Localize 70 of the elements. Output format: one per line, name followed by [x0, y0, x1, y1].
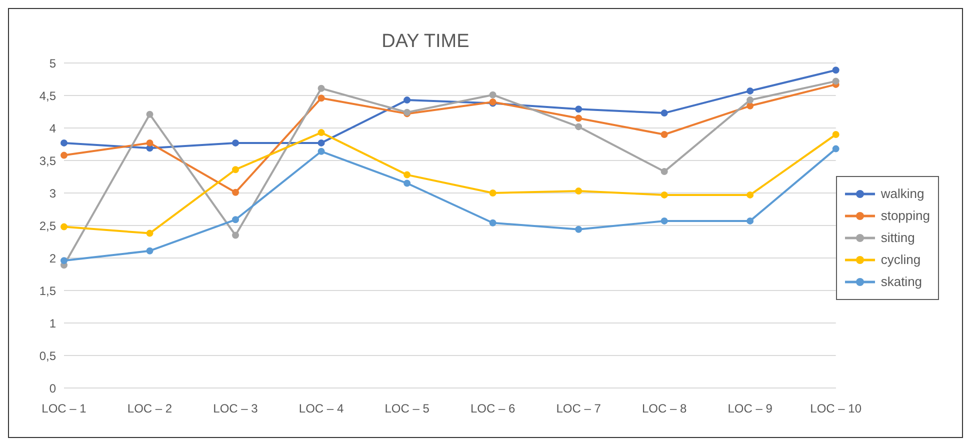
- x-tick-label: LOC – 7: [556, 402, 602, 416]
- point: [746, 191, 754, 198]
- x-tick-label: LOC – 10: [810, 402, 862, 416]
- point: [575, 188, 582, 195]
- point: [318, 139, 325, 146]
- point: [746, 87, 754, 94]
- x-tick-label: LOC – 1: [42, 402, 87, 416]
- point: [232, 232, 240, 239]
- x-tick-label: LOC – 3: [213, 402, 258, 416]
- legend-label: walking: [880, 185, 924, 203]
- point: [575, 114, 582, 122]
- point: [832, 131, 840, 138]
- point: [746, 102, 754, 110]
- x-tick-label: LOC – 9: [728, 402, 773, 416]
- point: [404, 171, 411, 178]
- y-tick-label: 4: [49, 121, 56, 136]
- legend-label: sitting: [880, 229, 915, 247]
- y-tick-label: 3,5: [39, 154, 56, 168]
- point: [232, 166, 240, 174]
- point: [575, 226, 582, 233]
- y-tick-label: 0: [49, 381, 56, 396]
- point: [489, 190, 496, 196]
- point: [404, 96, 411, 104]
- point: [60, 257, 68, 264]
- point: [60, 139, 68, 146]
- y-tick-label: 2: [49, 251, 56, 266]
- point: [318, 148, 325, 155]
- point: [489, 91, 496, 98]
- point: [660, 191, 668, 198]
- point: [60, 152, 68, 159]
- x-tick-label: LOC – 8: [642, 402, 687, 416]
- point: [146, 230, 154, 237]
- y-tick-label: 5: [49, 56, 56, 70]
- point: [318, 94, 325, 102]
- point: [660, 131, 668, 138]
- point: [660, 168, 668, 176]
- y-tick-label: 0,5: [39, 348, 56, 363]
- legend-label: skating: [880, 273, 922, 291]
- x-tick-label: LOC – 2: [127, 402, 172, 416]
- point: [832, 145, 840, 152]
- point: [575, 123, 582, 130]
- point: [832, 78, 840, 85]
- point: [660, 110, 668, 117]
- y-tick-label: 4,5: [39, 88, 56, 103]
- y-tick-label: 2,5: [39, 218, 56, 233]
- point: [60, 223, 68, 230]
- x-tick-label: LOC – 6: [470, 402, 516, 416]
- point: [404, 180, 411, 187]
- point: [746, 217, 754, 224]
- y-tick-label: 1,5: [39, 284, 56, 298]
- point: [318, 129, 325, 136]
- point: [575, 106, 582, 113]
- point: [318, 84, 325, 92]
- x-tick-label: LOC – 5: [384, 402, 430, 416]
- point: [232, 216, 240, 224]
- point: [232, 139, 240, 146]
- point: [489, 219, 496, 226]
- point: [146, 139, 154, 146]
- legend-label: stopping: [880, 207, 930, 225]
- point: [832, 66, 840, 74]
- x-tick-label: LOC – 4: [298, 402, 344, 416]
- point: [746, 96, 754, 104]
- point: [146, 247, 154, 254]
- point: [146, 110, 154, 118]
- y-tick-label: 3: [49, 186, 56, 200]
- legend-label: cycling: [880, 251, 921, 269]
- point: [660, 217, 668, 224]
- y-tick-label: 1: [49, 316, 56, 330]
- point: [232, 188, 240, 196]
- chart-title: DAY TIME: [380, 31, 470, 53]
